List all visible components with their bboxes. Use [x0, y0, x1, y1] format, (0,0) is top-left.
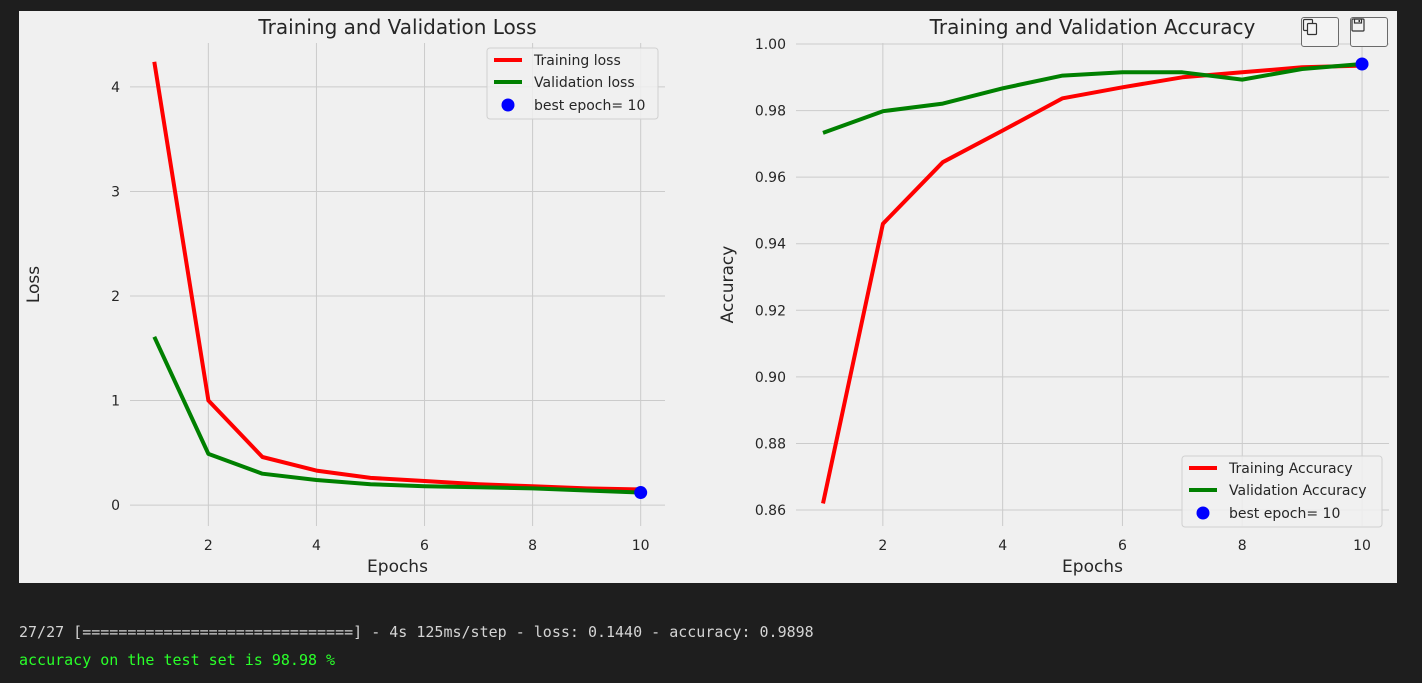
loss-best-epoch-point — [634, 486, 648, 500]
loss-y-tick-label: 3 — [111, 184, 120, 200]
acc-x-tick-label: 2 — [878, 538, 887, 554]
acc-series-line-validation — [822, 62, 1363, 135]
acc-y-tick-label: 0.98 — [755, 104, 786, 120]
loss-y-tick-label: 1 — [111, 394, 120, 410]
loss-y-axis-label: Loss — [24, 266, 44, 303]
acc-y-axis-label: Accuracy — [718, 246, 738, 324]
acc-best-epoch-point — [1355, 57, 1369, 71]
loss-legend: Training loss Validation loss best epoch= … — [486, 47, 659, 120]
loss-series-line-validation — [152, 335, 641, 495]
acc-y-tick-label: 0.90 — [755, 370, 786, 386]
acc-y-tick-label: 0.92 — [755, 303, 786, 319]
loss-legend-box — [486, 47, 659, 120]
loss-legend-marker-best — [501, 98, 515, 112]
loss-x-tick-label: 8 — [528, 538, 537, 554]
loss-y-tick-label: 4 — [111, 80, 120, 96]
acc-x-tick-label: 4 — [998, 538, 1007, 554]
copy-icon — [1302, 18, 1318, 36]
acc-series-line-training — [821, 63, 1363, 504]
acc-chart-title: Training and Validation Accuracy — [929, 15, 1256, 39]
acc-legend-label-best: best epoch= 10 — [1229, 506, 1340, 522]
loss-y-tick-label: 2 — [111, 289, 120, 305]
acc-legend: Training Accuracy Validation Accuracy best… — [1181, 455, 1383, 528]
loss-legend-label-training: Training loss — [533, 53, 621, 69]
loss-x-tick-label: 2 — [204, 538, 213, 554]
acc-legend-box — [1181, 455, 1383, 528]
acc-legend-label-training: Training Accuracy — [1228, 461, 1353, 477]
loss-x-tick-label: 6 — [420, 538, 429, 554]
acc-x-tick-label: 10 — [1353, 538, 1371, 554]
loss-legend-label-validation: Validation loss — [534, 75, 635, 91]
figure-output: 2 4 6 8 10 0 1 2 3 4 Training and Validation Loss E… — [19, 11, 1397, 583]
acc-x-tick-label: 6 — [1118, 538, 1127, 554]
acc-x-tick-label: 8 — [1238, 538, 1247, 554]
acc-legend-marker-best — [1196, 506, 1210, 520]
loss-x-axis-label: Epochs — [367, 557, 428, 577]
loss-y-tick-label: 0 — [111, 498, 120, 514]
acc-y-tick-label: 0.88 — [755, 436, 786, 452]
acc-x-axis-label: Epochs — [1062, 557, 1123, 577]
save-button[interactable] — [1350, 17, 1388, 47]
acc-legend-label-validation: Validation Accuracy — [1229, 483, 1367, 499]
training-log-line: 27/27 [==============================] -… — [19, 623, 814, 641]
test-accuracy-line: accuracy on the test set is 98.98 % — [19, 651, 336, 669]
loss-legend-label-best: best epoch= 10 — [534, 98, 645, 114]
acc-y-tick-label: 0.94 — [755, 237, 786, 253]
loss-x-tick-label: 10 — [632, 538, 650, 554]
loss-series-line-training — [152, 61, 641, 492]
save-icon — [1351, 18, 1365, 32]
copy-button[interactable] — [1301, 17, 1339, 47]
charts-canvas: 2 4 6 8 10 0 1 2 3 4 Training and Validation Loss E… — [24, 15, 1389, 577]
acc-y-tick-label: 0.96 — [755, 170, 786, 186]
acc-y-tick-label: 1.00 — [755, 37, 786, 53]
loss-x-tick-label: 4 — [312, 538, 321, 554]
acc-y-tick-label: 0.86 — [755, 503, 786, 519]
loss-chart-title: Training and Validation Loss — [257, 15, 536, 39]
